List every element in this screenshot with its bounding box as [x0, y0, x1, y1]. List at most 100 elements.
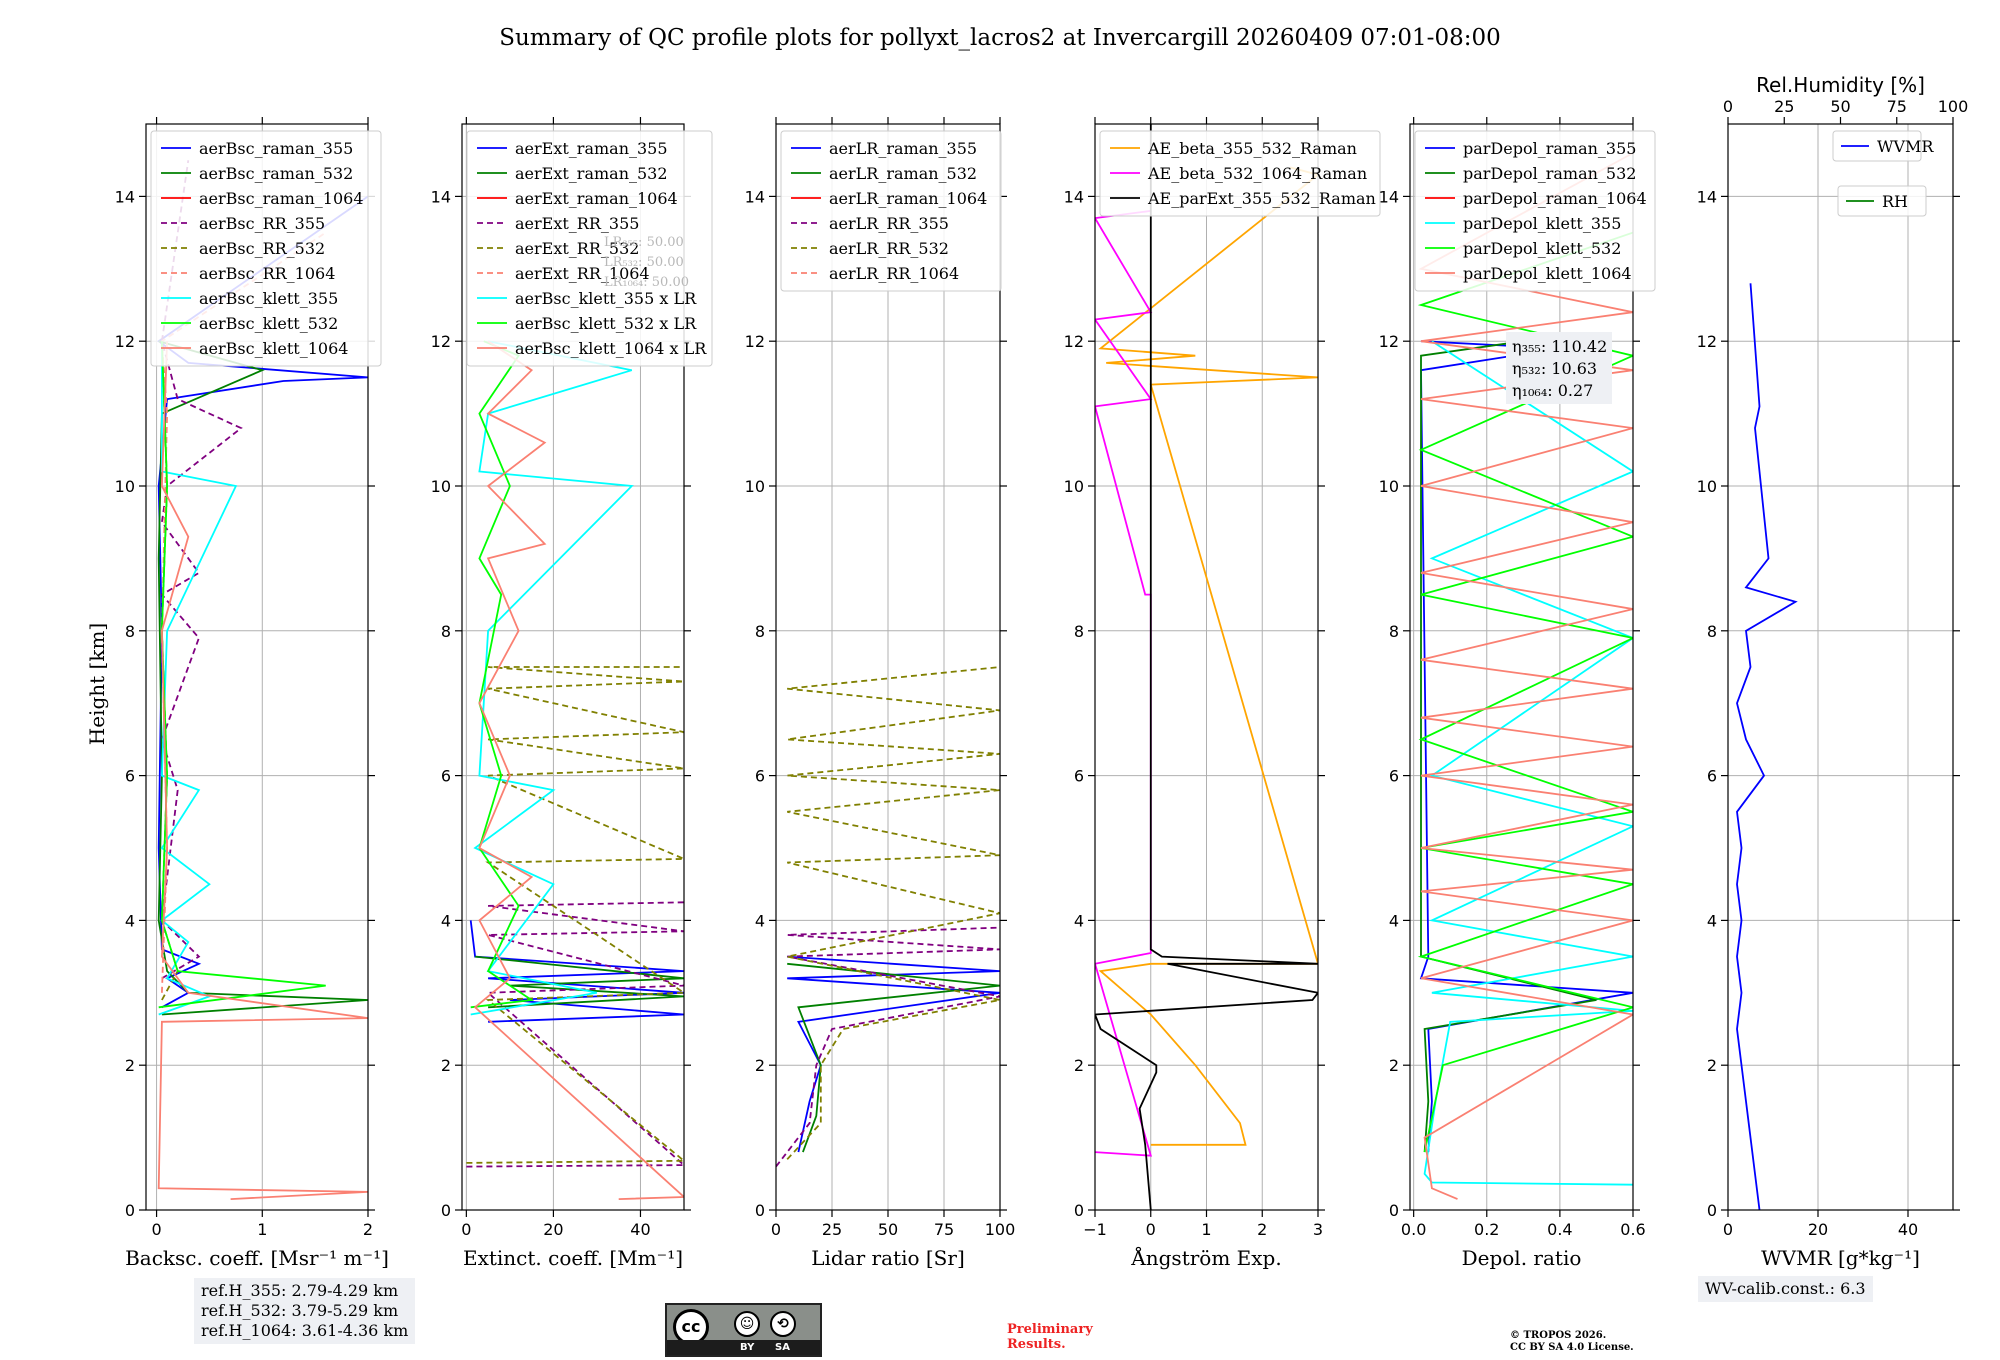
series-aerBsc_klett_355 x LR [470, 340, 634, 1016]
legend-label: AE_parExt_355_532_Raman [1147, 189, 1376, 208]
x-tick-label: 40 [630, 1220, 650, 1239]
x-tick-label: 0.4 [1547, 1220, 1572, 1239]
legend-label: WVMR [1877, 137, 1934, 156]
legend-label: aerBsc_klett_1064 [199, 339, 348, 358]
legend-label: aerBsc_klett_532 [199, 314, 338, 333]
y-tick-label: 10 [745, 477, 765, 496]
legend-label: parDepol_klett_1064 [1463, 264, 1632, 283]
panel-lidar-ratio: 0 25 50 75 100 0 2 4 6 8 10 12 14 Lidar ratio [Sr] aer… [745, 117, 1016, 1270]
series-AE_beta_532_1064_Raman [1095, 210, 1153, 1157]
copyright-line-2: CC BY SA 4.0 License. [1510, 1342, 1634, 1353]
x-tick-label: 20 [543, 1220, 563, 1239]
top-tick-label: 0 [1723, 97, 1733, 116]
series-aerBsc_klett_355 [158, 341, 238, 1016]
series-aerExt_RR_355 [466, 901, 684, 1168]
series-WVMR [1736, 283, 1798, 1210]
legend-label: aerLR_raman_355 [829, 139, 977, 158]
preliminary-line-1: Preliminary [1007, 1322, 1093, 1337]
y-tick-label: 12 [431, 332, 451, 351]
eta-label: η₁₀₆₄: 0.27 [1512, 381, 1593, 400]
legend-label: aerBsc_klett_355 [199, 289, 338, 308]
legend-label: AE_beta_355_532_Raman [1147, 139, 1357, 158]
y-tick-label: 10 [1379, 477, 1399, 496]
series-AE_parExt_355_532_Raman [1095, 124, 1318, 1210]
series-aerBsc_raman_532 [157, 340, 368, 1016]
y-tick-label: 0 [1707, 1201, 1717, 1220]
y-tick-label: 4 [1707, 911, 1717, 930]
y-tick-label: 14 [1697, 187, 1717, 206]
x-tick-label: 2 [363, 1220, 373, 1239]
y-tick-label: 4 [1074, 911, 1084, 930]
legend-label: aerBsc_klett_355 x LR [515, 289, 697, 308]
reference-heights-box: ref.H_355: 2.79-4.29 km ref.H_532: 3.79-… [194, 1278, 416, 1344]
y-tick-label: 8 [1074, 622, 1084, 641]
series-aerBsc_klett_1064 [157, 341, 368, 1200]
y-tick-label: 0 [755, 1201, 765, 1220]
x-tick-label: 25 [822, 1220, 842, 1239]
series-RH [1952, 861, 1953, 864]
legend-label: aerLR_raman_1064 [829, 189, 987, 208]
x-axis-label: Extinct. coeff. [Mm⁻¹] [463, 1246, 683, 1270]
legend-label: aerBsc_raman_532 [199, 164, 353, 183]
cc-badge-band [667, 1340, 820, 1355]
top-tick-label: 25 [1774, 97, 1794, 116]
series-group-angstrom [1095, 124, 1318, 1210]
eta-label: η₅₃₂: 10.63 [1512, 359, 1597, 378]
y-tick-label: 14 [115, 187, 135, 206]
legend-label: aerBsc_raman_355 [199, 139, 353, 158]
cc-license-badge: cc ☺ ⟲ BY SA [665, 1303, 822, 1357]
legend-label: aerExt_RR_1064 [515, 264, 650, 283]
x-tick-label: 75 [934, 1220, 954, 1239]
legend-box [780, 130, 1002, 292]
y-tick-label: 10 [1064, 477, 1084, 496]
x-tick-label: 0 [1723, 1220, 1733, 1239]
legend-depol: parDepol_raman_355 parDepol_raman_532 parD… [1414, 130, 1656, 292]
x-tick-label: 0.6 [1620, 1220, 1645, 1239]
series-aerExt_raman_355 [469, 920, 684, 1023]
series-aerExt_RR_532 [466, 666, 684, 1164]
legend-label: aerBsc_RR_355 [199, 214, 325, 233]
series-group-lidar-ratio [776, 666, 1000, 1168]
y-tick-label: 12 [115, 332, 135, 351]
figure-title: Summary of QC profile plots for pollyxt_… [499, 25, 1500, 51]
legend-extinction: aerExt_raman_355 aerExt_raman_532 aerExt_r… [466, 130, 713, 367]
series-aerLR_RR_532 [786, 666, 1000, 1160]
series-aerBsc_klett_532 x LR [470, 340, 535, 1009]
legend-label: parDepol_raman_355 [1463, 139, 1636, 158]
legend-label: aerLR_RR_1064 [829, 264, 959, 283]
y-tick-label: 8 [1389, 622, 1399, 641]
y-tick-label: 0 [441, 1201, 451, 1220]
x-tick-label: 0 [151, 1220, 161, 1239]
legend-box [1414, 130, 1656, 292]
legend-label: aerBsc_RR_532 [199, 239, 325, 258]
x-tick-label: 20 [1808, 1220, 1828, 1239]
legend-label: aerLR_RR_355 [829, 214, 949, 233]
legend-label: aerBsc_raman_1064 [199, 189, 364, 208]
y-tick-label: 6 [441, 767, 451, 786]
top-axis-label: Rel.Humidity [%] [1756, 73, 1925, 97]
y-tick-label: 8 [755, 622, 765, 641]
x-tick-label: 1 [1201, 1220, 1211, 1239]
x-tick-label: 2 [1257, 1220, 1267, 1239]
eta-box [1506, 332, 1612, 404]
y-tick-label: 6 [1707, 767, 1717, 786]
x-tick-label: 100 [985, 1220, 1016, 1239]
y-tick-label: 8 [441, 622, 451, 641]
y-tick-label: 2 [125, 1056, 135, 1075]
ref-height-355: ref.H_355: 2.79-4.29 km [201, 1281, 399, 1300]
legend-box [1099, 130, 1381, 217]
x-axis-label: Ångström Exp. [1130, 1245, 1281, 1270]
legend-label: aerLR_raman_532 [829, 164, 977, 183]
copyright-note: © TROPOS 2026. CC BY SA 4.0 License. [1510, 1330, 1634, 1354]
legend-label: RH [1882, 192, 1908, 211]
attribution-person-icon: ☺ [734, 1311, 760, 1337]
y-tick-label: 12 [1379, 332, 1399, 351]
legend-label: aerBsc_klett_1064 x LR [515, 339, 707, 358]
y-tick-label: 14 [1379, 187, 1399, 206]
x-tick-label: 0 [461, 1220, 471, 1239]
y-tick-label: 6 [125, 767, 135, 786]
panel-depol: 0.0 0.2 0.4 0.6 0 2 4 6 8 10 12 14 Depol. ratio parDe… [1379, 117, 1656, 1270]
y-tick-label: 0 [1389, 1201, 1399, 1220]
